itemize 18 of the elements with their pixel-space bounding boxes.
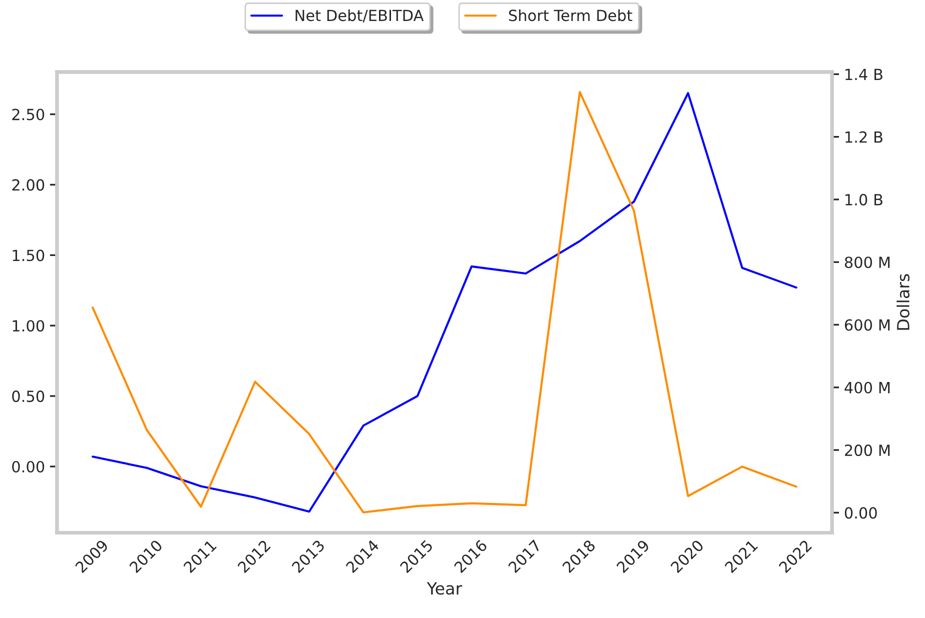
y-tick-label: 2.00	[12, 179, 44, 191]
y2-tick-label: 1.4 B	[846, 68, 882, 80]
y-tick-label: 0.50	[12, 390, 44, 402]
y-tick-label: 1.00	[12, 320, 44, 332]
y2-tick-label: 400 M	[844, 382, 890, 394]
y-tick-label: 1.50	[12, 250, 44, 262]
y2-tick-label: 600 M	[844, 319, 890, 331]
y2-tick-label: 200 M	[844, 444, 890, 456]
y2-axis-title: Dollars	[896, 274, 910, 330]
legend-label: Net Debt/EBITDA	[296, 9, 424, 22]
y2-tick-label: 0.00	[844, 507, 877, 519]
y2-tick-label: 1.2 B	[846, 131, 882, 143]
y2-tick-label: 1.0 B	[846, 194, 882, 206]
x-axis-title: Year	[426, 582, 462, 595]
y2-tick-label: 800 M	[844, 256, 890, 268]
legend-label: Short Term Debt	[509, 9, 632, 22]
y-tick-label: 2.50	[12, 108, 44, 120]
y-tick-label: 0.00	[12, 460, 44, 473]
